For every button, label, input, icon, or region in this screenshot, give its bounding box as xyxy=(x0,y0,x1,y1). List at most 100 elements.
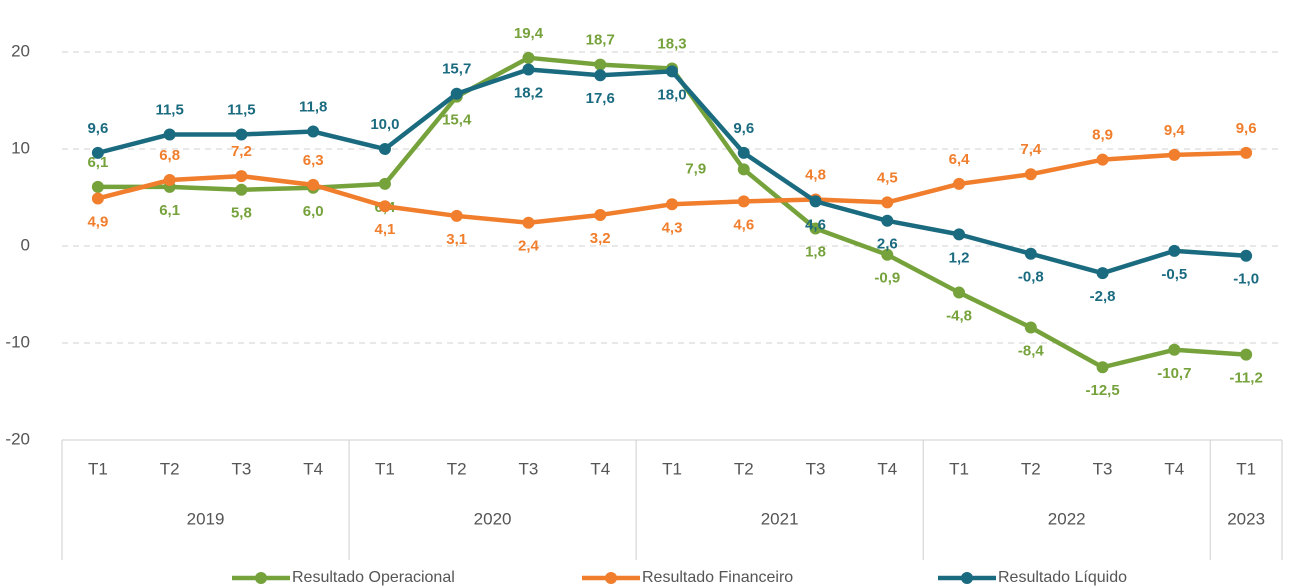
data-point xyxy=(1096,267,1109,280)
data-label: 9,4 xyxy=(1164,122,1186,139)
data-label: -8,4 xyxy=(1018,342,1045,359)
data-label: 2,6 xyxy=(877,236,898,253)
data-label: -2,8 xyxy=(1090,288,1116,305)
data-point xyxy=(1024,321,1037,334)
data-label: 9,6 xyxy=(87,120,108,137)
data-point xyxy=(1240,348,1253,361)
x-tick-label: T1 xyxy=(662,459,682,478)
x-tick-label: T1 xyxy=(949,459,969,478)
x-tick-label: T4 xyxy=(590,459,610,478)
y-tick-label: 20 xyxy=(11,41,30,60)
data-point xyxy=(163,174,176,187)
data-label: 6,8 xyxy=(159,147,180,164)
data-label: -10,7 xyxy=(1157,365,1191,382)
data-point xyxy=(91,180,104,193)
x-tick-label: T4 xyxy=(1164,459,1184,478)
data-point xyxy=(953,177,966,190)
x-tick-label: T4 xyxy=(877,459,897,478)
data-point xyxy=(809,195,822,208)
data-label: 15,7 xyxy=(442,61,471,78)
data-label: -0,8 xyxy=(1018,269,1044,286)
data-point xyxy=(1240,249,1253,262)
data-label: 6,0 xyxy=(303,203,324,220)
data-point xyxy=(91,192,104,205)
legend-marker xyxy=(255,572,267,584)
data-label: 7,9 xyxy=(685,160,706,177)
group-label: 2022 xyxy=(1048,509,1086,528)
data-label: 18,2 xyxy=(514,84,543,101)
group-label: 2021 xyxy=(761,509,799,528)
data-label: 8,9 xyxy=(1092,127,1113,144)
data-label: 1,8 xyxy=(805,244,826,261)
data-label: -0,5 xyxy=(1161,266,1187,283)
data-label: 6,3 xyxy=(303,152,324,169)
y-tick-label: 0 xyxy=(21,235,30,254)
y-tick-label: -10 xyxy=(5,332,30,351)
data-label: 5,8 xyxy=(231,205,252,222)
data-point xyxy=(235,170,248,183)
x-tick-label: T3 xyxy=(519,459,539,478)
data-point xyxy=(1168,343,1181,356)
data-point xyxy=(1240,146,1253,159)
data-label: 4,6 xyxy=(733,216,754,233)
data-point xyxy=(522,63,535,76)
data-point xyxy=(666,198,678,211)
data-point xyxy=(953,228,966,241)
data-label: 4,1 xyxy=(375,221,396,238)
data-point xyxy=(809,222,822,235)
x-tick-label: T1 xyxy=(1236,459,1256,478)
data-label: 17,6 xyxy=(586,90,615,107)
data-point xyxy=(1168,244,1181,257)
x-tick-label: T2 xyxy=(160,459,180,478)
data-point xyxy=(450,87,463,100)
data-point xyxy=(450,209,463,222)
data-label: 11,5 xyxy=(227,101,255,118)
data-point xyxy=(1096,153,1109,166)
data-label: 11,8 xyxy=(299,99,327,116)
series-line xyxy=(97,55,1247,370)
data-point xyxy=(881,214,894,227)
data-point xyxy=(881,248,894,261)
data-point xyxy=(307,178,320,191)
data-point xyxy=(522,51,535,64)
group-label: 2020 xyxy=(474,509,512,528)
y-tick-label: 10 xyxy=(11,138,30,157)
data-label: 18,3 xyxy=(657,35,686,52)
data-point xyxy=(594,58,607,71)
data-label: 7,4 xyxy=(1020,141,1042,158)
x-tick-label: T2 xyxy=(734,459,754,478)
data-label: 4,5 xyxy=(877,169,898,186)
data-point xyxy=(594,208,607,221)
legend-label: Resultado Financeiro xyxy=(642,569,793,586)
data-label: 18,0 xyxy=(657,86,686,103)
data-label: 4,8 xyxy=(805,166,826,183)
data-label: 9,6 xyxy=(733,120,754,137)
data-point xyxy=(1096,361,1109,374)
data-label: 11,5 xyxy=(155,101,183,118)
data-point xyxy=(307,125,320,138)
x-tick-label: T1 xyxy=(375,459,395,478)
legend-label: Resultado Operacional xyxy=(292,569,455,586)
legend-marker xyxy=(605,572,617,584)
data-label: 6,1 xyxy=(87,154,108,171)
data-label: 6,4 xyxy=(949,151,971,168)
x-tick-label: T1 xyxy=(88,459,108,478)
data-label: -1,0 xyxy=(1233,271,1259,288)
data-label: 6,1 xyxy=(159,202,180,219)
x-tick-label: T3 xyxy=(231,459,251,478)
data-point xyxy=(378,177,391,190)
data-label: 15,4 xyxy=(442,112,472,129)
data-point xyxy=(235,128,248,141)
data-label: 4,9 xyxy=(87,213,108,230)
data-point xyxy=(953,286,966,299)
data-point xyxy=(163,128,176,141)
data-label: 7,2 xyxy=(231,143,252,160)
data-point xyxy=(881,196,894,209)
legend-label: Resultado Líquido xyxy=(998,569,1127,586)
data-label: 10,0 xyxy=(370,116,399,133)
data-point xyxy=(1024,168,1037,181)
x-tick-label: T2 xyxy=(447,459,467,478)
data-label: 19,4 xyxy=(514,25,544,42)
data-label: -4,8 xyxy=(946,308,972,325)
